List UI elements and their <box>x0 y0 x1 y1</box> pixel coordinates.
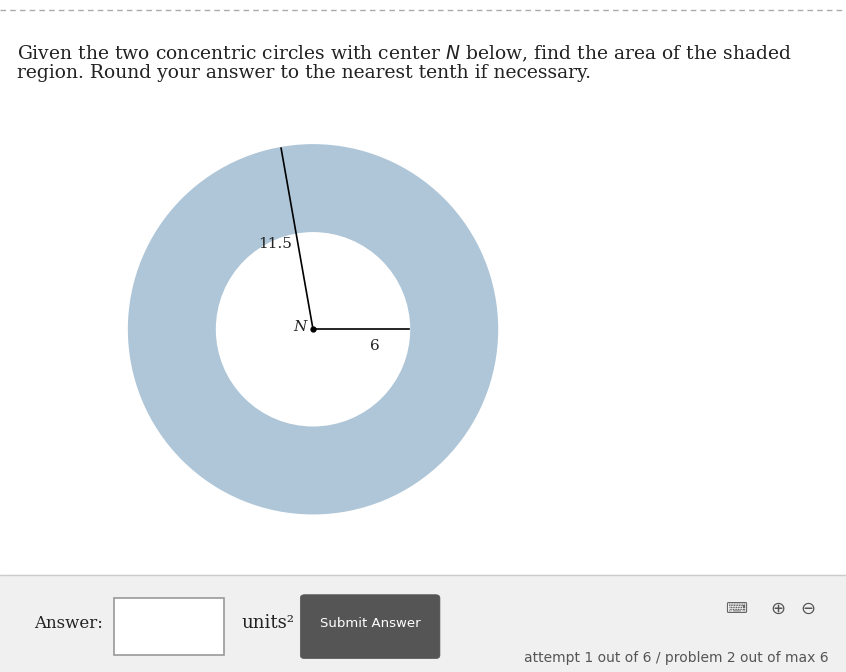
Bar <box>0 575 846 672</box>
Text: region. Round your answer to the nearest tenth if necessary.: region. Round your answer to the nearest… <box>17 64 591 82</box>
FancyBboxPatch shape <box>300 595 440 659</box>
Circle shape <box>217 233 409 425</box>
Text: 6: 6 <box>370 339 380 353</box>
FancyBboxPatch shape <box>114 598 224 655</box>
Text: ⊖: ⊖ <box>800 599 816 618</box>
Text: Answer:: Answer: <box>34 615 102 632</box>
Circle shape <box>129 145 497 513</box>
Text: Given the two concentric circles with center $N$ below, find the area of the sha: Given the two concentric circles with ce… <box>17 44 792 64</box>
Text: 11.5: 11.5 <box>258 237 292 251</box>
Text: N: N <box>294 321 307 335</box>
Text: ⊕: ⊕ <box>771 599 786 618</box>
Text: ⌨: ⌨ <box>725 601 747 616</box>
Text: Submit Answer: Submit Answer <box>321 617 420 630</box>
Text: attempt 1 out of 6 / problem 2 out of max 6: attempt 1 out of 6 / problem 2 out of ma… <box>525 651 829 665</box>
Text: units²: units² <box>241 614 294 632</box>
